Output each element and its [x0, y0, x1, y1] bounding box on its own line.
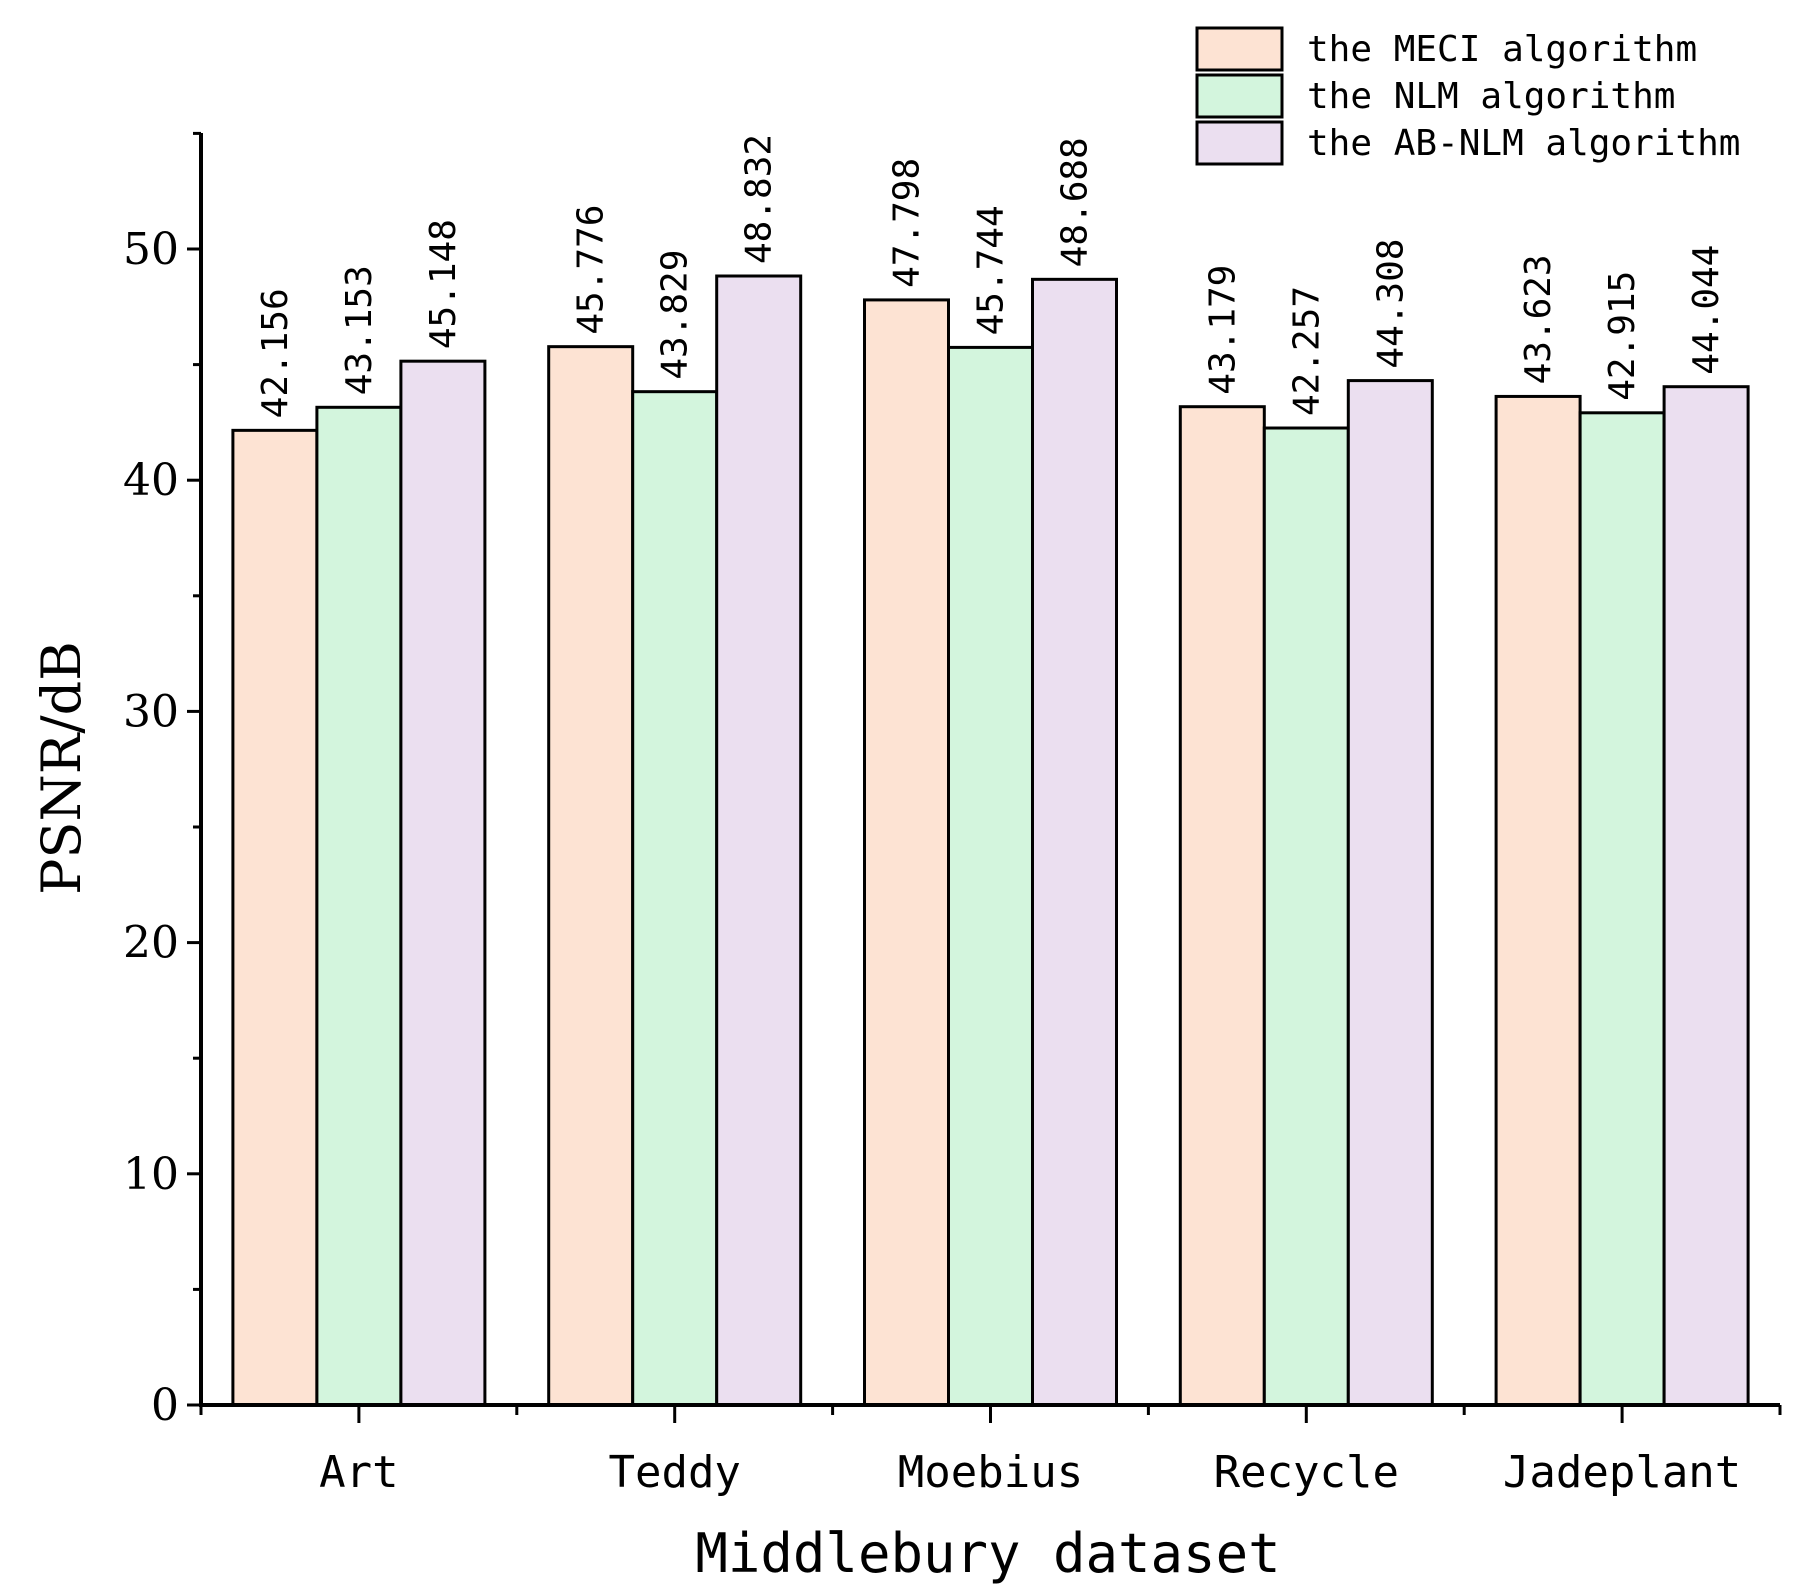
bar-teddy-series-2 [631, 390, 719, 1407]
y-tick-label-50: 50 [123, 224, 179, 275]
y-tick-label-0: 0 [151, 1380, 179, 1431]
data-label-teddy-series-3: 48.832 [739, 134, 780, 264]
x-tick-label-recycle: Recycle [1214, 1447, 1399, 1498]
x-tick-label-moebius: Moebius [898, 1447, 1083, 1498]
y-tick-label-30: 30 [123, 686, 179, 737]
data-label-art-series-2: 43.153 [339, 265, 380, 395]
bar-moebius-series-1 [863, 298, 950, 1407]
x-tick-label-jadeplant: Jadeplant [1503, 1447, 1741, 1498]
data-label-recycle-series-3: 44.308 [1370, 239, 1411, 369]
y-tick-label-40: 40 [123, 455, 179, 506]
bar-jadeplant-series-3 [1662, 385, 1750, 1407]
data-label-moebius-series-3: 48.688 [1055, 137, 1096, 267]
y-tick-label-20: 20 [123, 918, 179, 969]
bar-recycle-series-2 [1262, 426, 1350, 1407]
legend-swatch-series-3 [1195, 120, 1284, 166]
data-labels-layer: 42.156 43.153 45.148 45.776 43.829 48.832 47.7… [255, 134, 1727, 418]
legend-label-series-3: the AB-NLM algorithm [1307, 123, 1740, 164]
axes-layer: 0 10 20 30 40 50 Art Teddy Moebius Recycle Jadepla… [123, 131, 1782, 1498]
data-label-teddy-series-1: 45.776 [571, 205, 612, 335]
data-label-teddy-series-2: 43.829 [655, 250, 696, 380]
y-tick-label-10: 10 [123, 1149, 179, 1200]
bar-teddy-series-1 [547, 345, 635, 1407]
data-label-recycle-series-1: 43.179 [1202, 265, 1243, 395]
x-tick-label-art: Art [319, 1447, 398, 1498]
bar-recycle-series-1 [1178, 405, 1266, 1407]
legend: the MECI algorithm the NLM algorithm the A… [1195, 26, 1740, 166]
legend-label-series-1: the MECI algorithm [1307, 29, 1697, 70]
x-tick-label-teddy: Teddy [608, 1447, 740, 1498]
legend-swatch-series-1 [1195, 26, 1284, 72]
bar-recycle-series-3 [1346, 379, 1434, 1407]
data-label-jadeplant-series-2: 42.915 [1602, 271, 1643, 401]
bar-moebius-series-3 [1031, 277, 1118, 1407]
bars-layer [231, 274, 1750, 1407]
legend-label-series-2: the NLM algorithm [1307, 76, 1675, 117]
data-label-jadeplant-series-1: 43.623 [1518, 254, 1559, 384]
bar-art-series-3 [399, 359, 487, 1407]
bar-teddy-series-3 [715, 274, 803, 1407]
data-label-art-series-3: 45.148 [423, 219, 464, 349]
legend-swatch-series-2 [1195, 73, 1284, 119]
data-label-jadeplant-series-3: 44.044 [1686, 245, 1727, 375]
bar-art-series-2 [315, 405, 403, 1407]
y-axis-title: PSNR/dB [30, 641, 93, 895]
x-axis-title: Middlebury dataset [695, 1522, 1280, 1585]
data-label-moebius-series-2: 45.744 [971, 205, 1012, 335]
bar-art-series-1 [231, 428, 319, 1407]
data-label-recycle-series-2: 42.257 [1286, 286, 1327, 416]
data-label-moebius-series-1: 47.798 [887, 158, 928, 288]
bar-jadeplant-series-1 [1494, 394, 1582, 1407]
data-label-art-series-1: 42.156 [255, 288, 296, 418]
bar-moebius-series-2 [947, 345, 1034, 1407]
bar-jadeplant-series-2 [1578, 411, 1666, 1407]
